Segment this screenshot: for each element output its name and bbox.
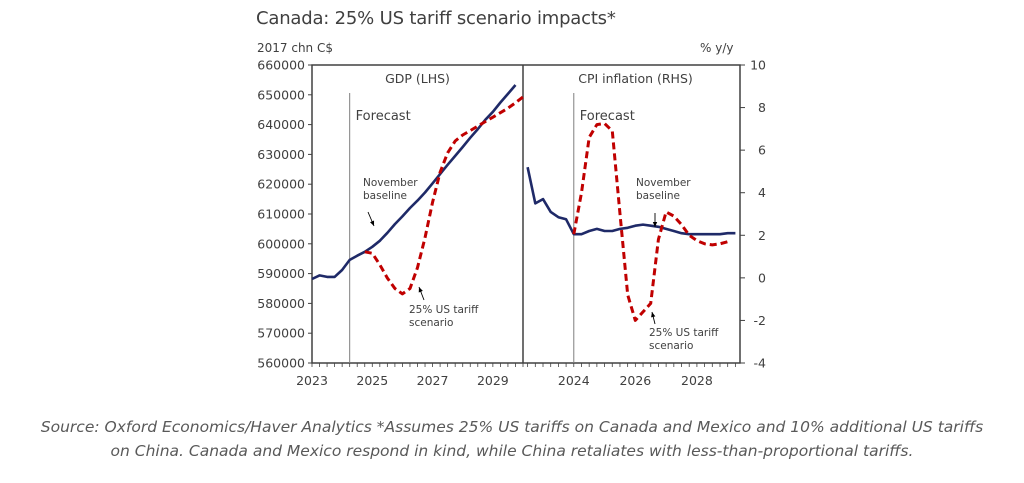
y-tick-label: 570000	[257, 326, 305, 341]
y-tick-label: 620000	[257, 177, 305, 192]
annotation-label: baseline	[636, 190, 680, 202]
y-tick-label: 600000	[257, 236, 305, 251]
right-y-axis: 10 8 6 4 2 0 -2 -4	[740, 58, 766, 371]
cpi-panel: 2024 2026 2028 CPI inflation (RHS) Forecast N…	[526, 71, 736, 388]
y-tick-label: 580000	[257, 296, 305, 311]
y-tick-label: 560000	[257, 356, 305, 371]
arrow-head-icon	[651, 312, 656, 318]
x-tick-label: 2029	[477, 373, 509, 388]
y-tick-label: 650000	[257, 87, 305, 102]
y-tick-label: 0	[758, 270, 766, 285]
left-axis-label: 2017 chn C$	[257, 41, 333, 55]
tariff-scenario-line	[364, 95, 524, 296]
source-note-line-2: on China. Canada and Mexico respond in k…	[110, 442, 914, 460]
y-tick-label: 610000	[257, 207, 305, 222]
panel-title: CPI inflation (RHS)	[578, 71, 693, 86]
x-tick-label: 2028	[681, 373, 713, 388]
x-tick-label: 2026	[619, 373, 651, 388]
annotation-label: 25% US tariff	[649, 327, 719, 339]
x-tick-label: 2025	[356, 373, 388, 388]
x-tick-label: 2027	[417, 373, 449, 388]
annotation-label: baseline	[363, 190, 407, 202]
chart: 2017 chn C$ % y/y 660000 650000 640000 6300…	[257, 41, 766, 388]
y-tick-label: -2	[754, 313, 766, 328]
y-tick-label: 640000	[257, 117, 305, 132]
annotation-label: scenario	[649, 340, 693, 352]
annotation-label: scenario	[409, 317, 453, 329]
x-tick-label: 2024	[558, 373, 590, 388]
left-y-axis: 660000 650000 640000 630000 620000 610000 6000…	[257, 58, 312, 371]
plot-frame	[311, 64, 741, 364]
annotation-label: 25% US tariff	[409, 304, 479, 316]
arrow-head-icon	[418, 287, 423, 293]
y-tick-label: 6	[758, 143, 766, 158]
y-tick-label: -4	[754, 356, 767, 371]
arrow-head-icon	[652, 222, 658, 227]
x-tick-label: 2023	[296, 373, 328, 388]
right-axis-label: % y/y	[700, 41, 733, 55]
y-tick-label: 4	[758, 185, 766, 200]
y-tick-label: 590000	[257, 266, 305, 281]
forecast-label: Forecast	[356, 109, 411, 124]
baseline-line	[526, 166, 736, 236]
y-tick-label: 630000	[257, 147, 305, 162]
forecast-label: Forecast	[580, 109, 635, 124]
chart-title: Canada: 25% US tariff scenario impacts*	[256, 8, 616, 29]
y-tick-label: 8	[758, 100, 766, 115]
gdp-panel: 2023 2025 2027 2029 GDP (LHS) Forecast Novembe…	[296, 71, 524, 388]
y-tick-label: 10	[750, 58, 766, 73]
y-tick-label: 660000	[257, 58, 305, 73]
tariff-scenario-line	[572, 122, 729, 322]
annotation-label: November	[363, 177, 418, 189]
panel-title: GDP (LHS)	[385, 71, 450, 86]
y-tick-label: 2	[758, 228, 766, 243]
arrow-head-icon	[370, 220, 375, 226]
annotation-label: November	[636, 177, 691, 189]
source-note-line-1: Source: Oxford Economics/Haver Analytics…	[40, 418, 984, 436]
